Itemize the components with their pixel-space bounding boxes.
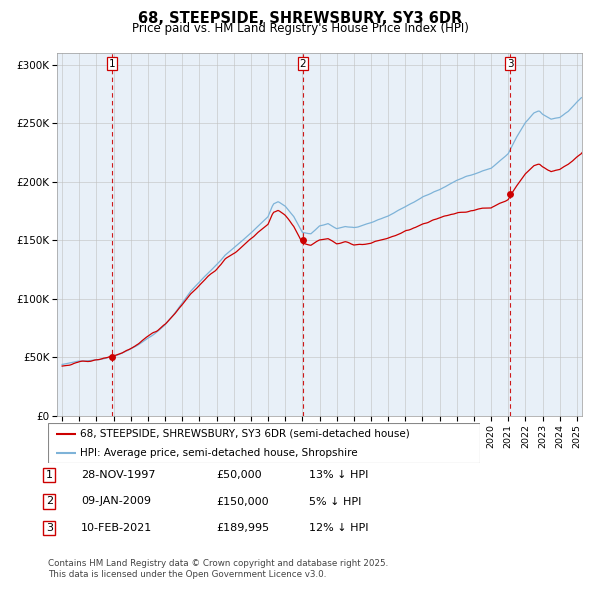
Text: 68, STEEPSIDE, SHREWSBURY, SY3 6DR: 68, STEEPSIDE, SHREWSBURY, SY3 6DR	[138, 11, 462, 25]
Text: 09-JAN-2009: 09-JAN-2009	[81, 497, 151, 506]
Text: 12% ↓ HPI: 12% ↓ HPI	[309, 523, 368, 533]
Text: 28-NOV-1997: 28-NOV-1997	[81, 470, 155, 480]
Text: HPI: Average price, semi-detached house, Shropshire: HPI: Average price, semi-detached house,…	[80, 448, 358, 458]
Text: 68, STEEPSIDE, SHREWSBURY, SY3 6DR (semi-detached house): 68, STEEPSIDE, SHREWSBURY, SY3 6DR (semi…	[80, 429, 410, 439]
Text: Contains HM Land Registry data © Crown copyright and database right 2025.
This d: Contains HM Land Registry data © Crown c…	[48, 559, 388, 579]
Text: £150,000: £150,000	[216, 497, 269, 506]
Text: 1: 1	[109, 58, 115, 68]
Text: 2: 2	[299, 58, 306, 68]
Text: 10-FEB-2021: 10-FEB-2021	[81, 523, 152, 533]
Text: 5% ↓ HPI: 5% ↓ HPI	[309, 497, 361, 506]
Text: £50,000: £50,000	[216, 470, 262, 480]
Text: 13% ↓ HPI: 13% ↓ HPI	[309, 470, 368, 480]
Text: Price paid vs. HM Land Registry's House Price Index (HPI): Price paid vs. HM Land Registry's House …	[131, 22, 469, 35]
Text: 3: 3	[46, 523, 53, 533]
Text: 1: 1	[46, 470, 53, 480]
Text: 2: 2	[46, 497, 53, 506]
Text: 3: 3	[507, 58, 514, 68]
Text: £189,995: £189,995	[216, 523, 269, 533]
